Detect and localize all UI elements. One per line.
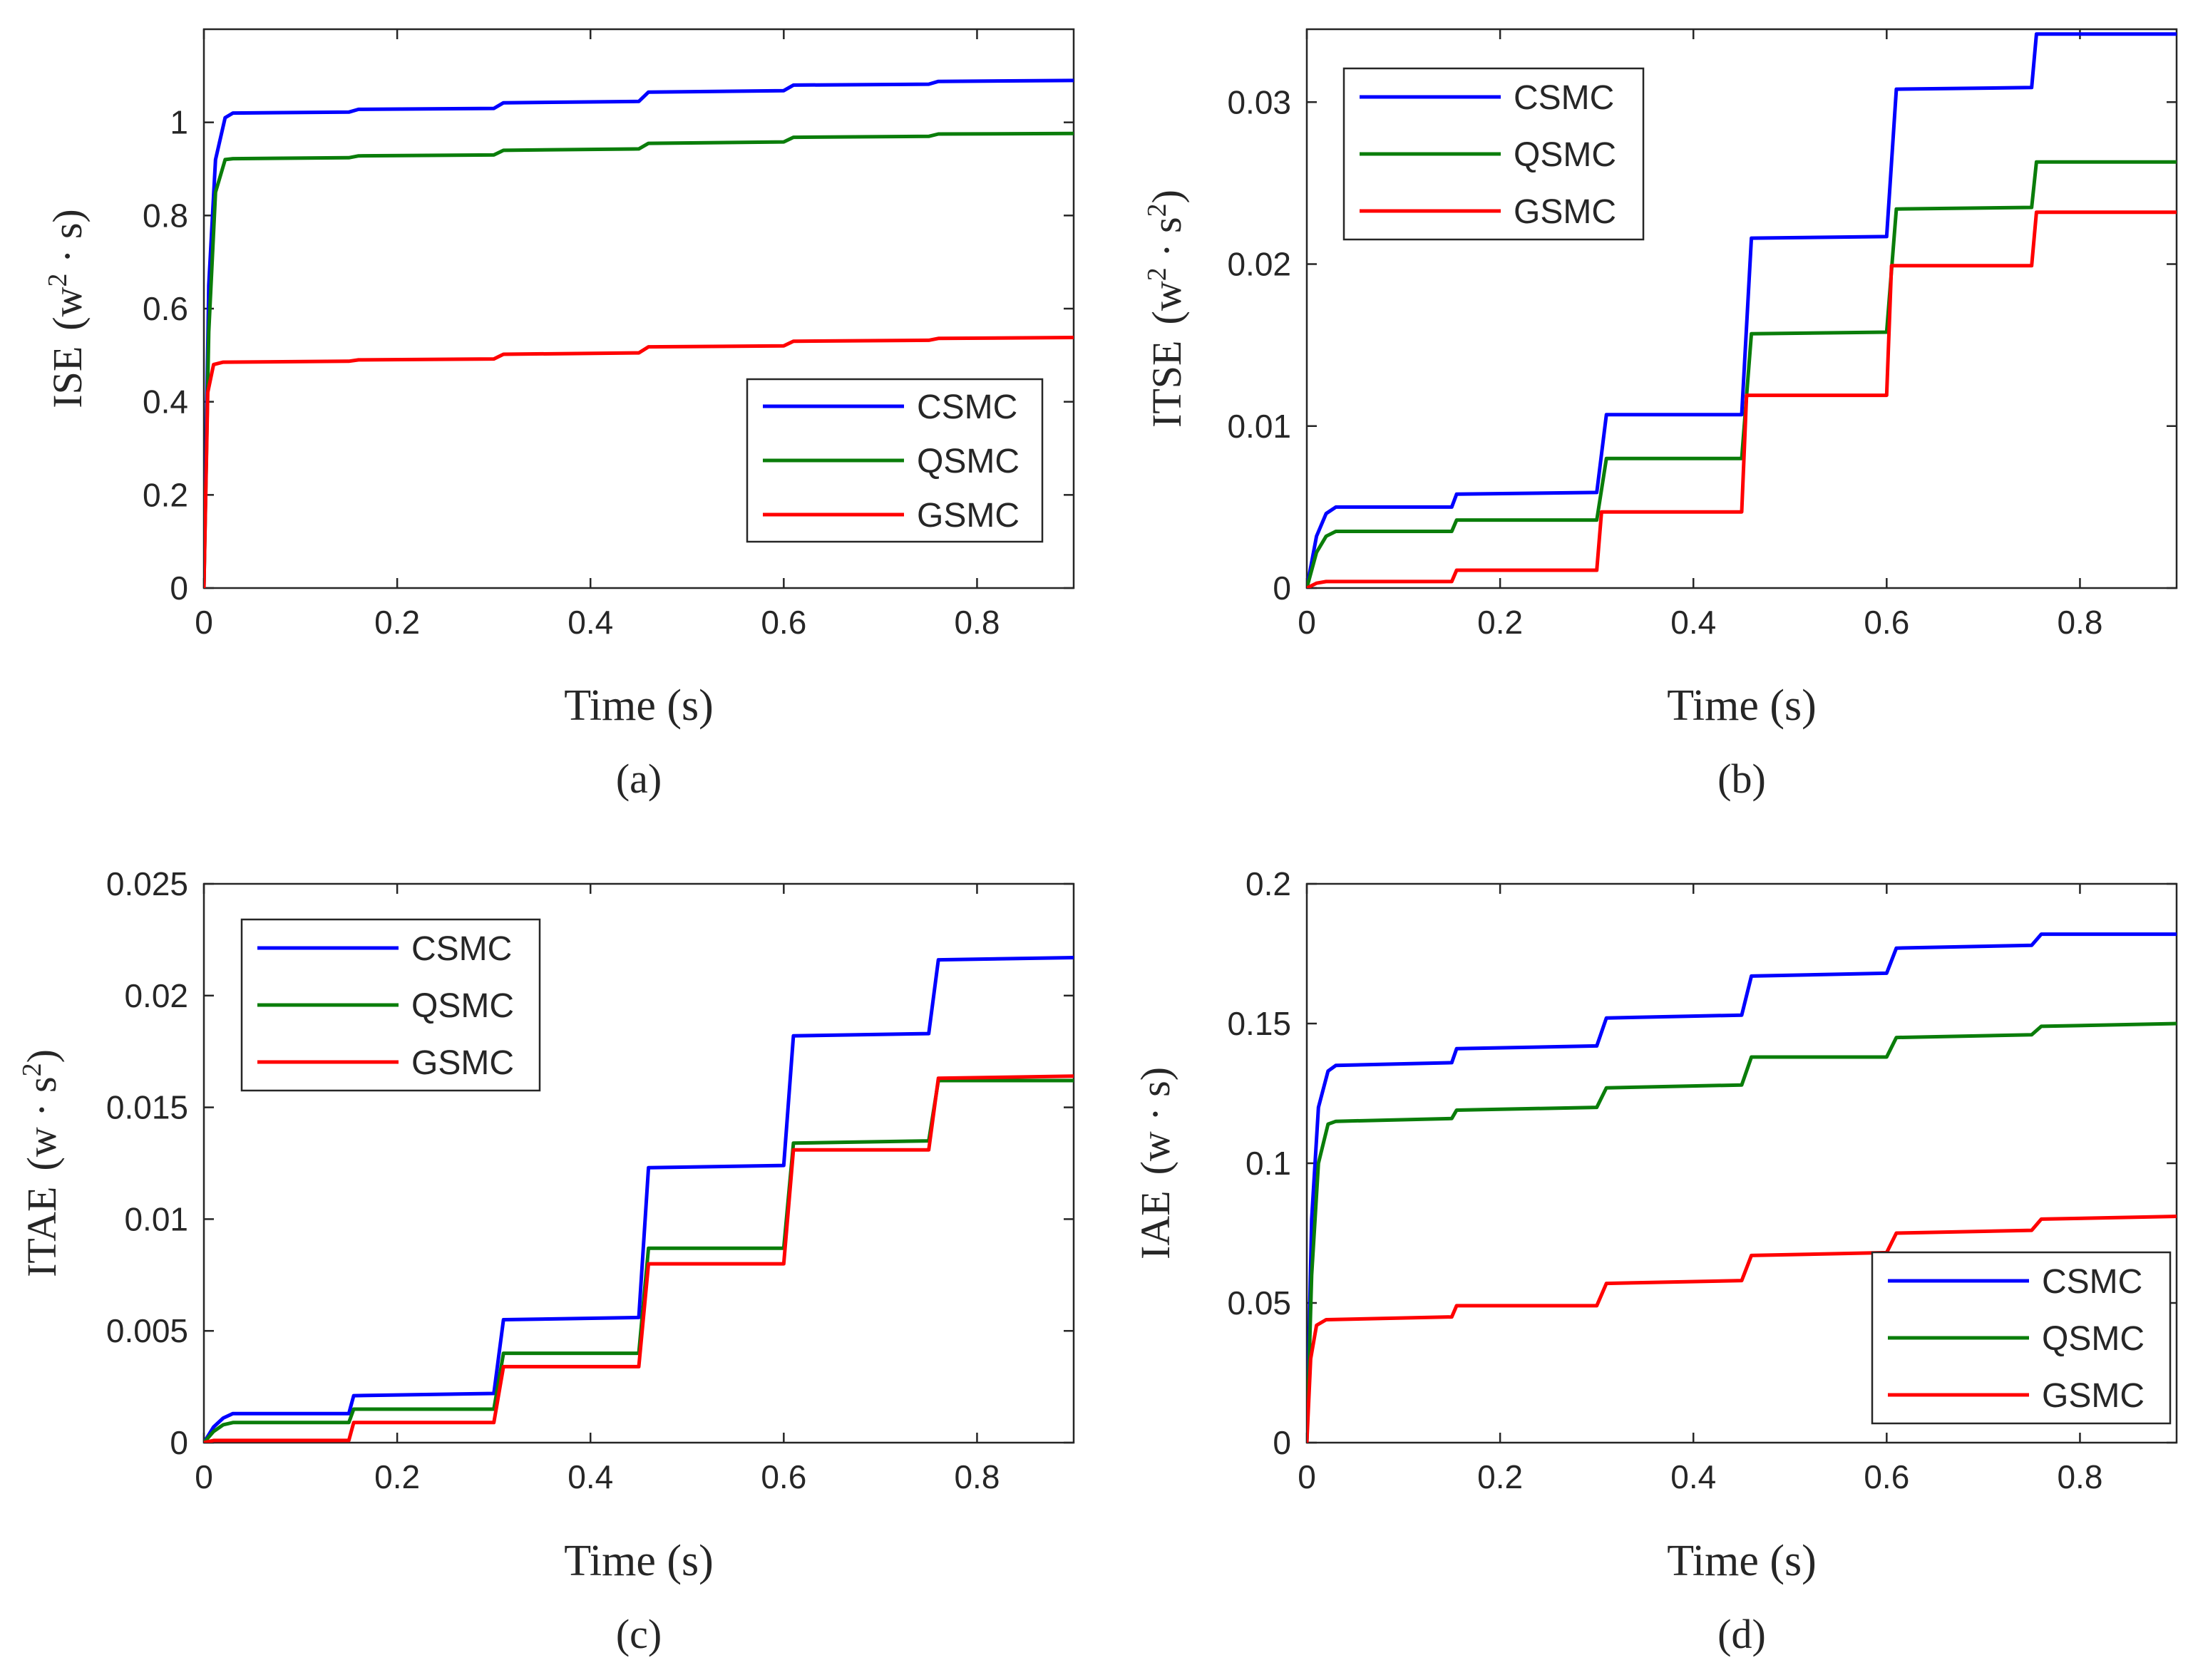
y-tick-label: 0 [170,570,188,607]
series-line-qsmc [1307,1021,2177,1443]
y-tick-label: 0.2 [143,476,188,513]
x-tick-label: 0.8 [954,604,1000,641]
x-axis-label: Time (s) [564,1537,714,1585]
y-tick-label: 0.15 [1227,1005,1291,1042]
series-line-csmc [1307,932,2177,1443]
y-tick-label: 0.005 [106,1312,188,1349]
x-tick-label: 0.6 [1864,604,1909,641]
legend-label-gsmc: GSMC [1514,193,1616,231]
legend-label-gsmc: GSMC [2042,1377,2145,1415]
series-line-csmc [204,956,1074,1443]
x-axis-label: Time (s) [1667,681,1817,730]
x-tick-label: 0.2 [374,1458,420,1495]
x-tick-label: 0 [1298,1458,1316,1495]
x-tick-label: 0.6 [761,1458,806,1495]
y-tick-label: 0.4 [143,383,188,421]
x-axis-label: Time (s) [1667,1537,1817,1585]
legend-label-csmc: CSMC [2042,1263,2142,1301]
y-tick-label: 0.2 [1246,865,1291,902]
x-tick-label: 0 [1298,604,1316,641]
y-axis-label: ITSE(w2 · s2) [1142,190,1190,428]
y-axis-label: IAE(w · s) [1132,1067,1178,1259]
series-line-gsmc [1307,1215,2177,1443]
y-tick-label: 0.1 [1246,1145,1291,1182]
series-line-gsmc [204,336,1074,588]
series-line-qsmc [1307,160,2177,588]
panel-caption: (b) [1717,756,1766,802]
y-tick-label: 0.05 [1227,1284,1291,1321]
panel-caption: (d) [1717,1611,1766,1657]
y-tick-label: 0.01 [124,1200,188,1237]
legend-label-qsmc: QSMC [411,987,514,1025]
chart-panel-c: 0 0.2 0.4 0.6 0.8 0 0.005 0.01 0.015 0.02 0.025 CSM… [17,865,1075,1657]
chart-panel-b: 0 0.2 0.4 0.6 0.8 0 0.01 0.02 0.03 CSMC QSMC GSMC Ti… [1142,28,2178,802]
x-tick-label: 0.2 [1477,604,1523,641]
legend-label-csmc: CSMC [917,388,1017,426]
legend-label-qsmc: QSMC [917,443,1020,480]
y-tick-label: 0.8 [143,197,188,234]
series-line-gsmc [204,1074,1074,1443]
series-line-csmc [1307,32,2177,588]
series-line-csmc [204,78,1074,588]
x-axis-label: Time (s) [564,681,714,730]
y-tick-label: 0.02 [1227,246,1291,283]
chart-panel-a: 0 0.2 0.4 0.6 0.8 0 0.2 0.4 0.6 0.8 1 CSMC QSMC GSMC T… [43,28,1075,802]
y-tick-label: 0.6 [143,290,188,327]
y-tick-label: 0 [1273,1424,1291,1461]
legend-label-gsmc: GSMC [917,497,1020,535]
legend-label-qsmc: QSMC [2042,1320,2145,1358]
x-tick-label: 0.6 [761,604,806,641]
x-tick-label: 0.2 [374,604,420,641]
x-tick-label: 0.4 [567,604,613,641]
y-tick-label: 0 [1273,570,1291,607]
x-tick-label: 0 [195,604,213,641]
x-tick-label: 0.8 [2057,1458,2102,1495]
y-tick-label: 1 [170,104,188,141]
x-tick-label: 0.4 [1670,604,1716,641]
x-tick-label: 0 [195,1458,213,1495]
legend-label-qsmc: QSMC [1514,136,1616,174]
y-axis-label: ITAE(w · s2) [17,1049,65,1277]
y-tick-label: 0.01 [1227,408,1291,445]
x-tick-label: 0.4 [1670,1458,1716,1495]
chart-panel-d: 0 0.2 0.4 0.6 0.8 0 0.05 0.1 0.15 0.2 CSMC QSMC GSMC… [1132,865,2178,1657]
x-tick-label: 0.8 [954,1458,1000,1495]
panel-caption: (a) [616,756,662,802]
panel-caption: (c) [616,1611,662,1657]
legend-label-csmc: CSMC [1514,79,1614,117]
legend-label-gsmc: GSMC [411,1044,514,1082]
x-tick-label: 0.4 [567,1458,613,1495]
y-tick-label: 0.025 [106,865,188,902]
x-tick-label: 0.6 [1864,1458,1909,1495]
series-line-gsmc [1307,210,2177,588]
y-tick-label: 0.015 [106,1089,188,1126]
x-tick-label: 0.2 [1477,1458,1523,1495]
y-tick-label: 0.03 [1227,83,1291,120]
series-line-qsmc [204,1078,1074,1443]
y-tick-label: 0.02 [124,977,188,1014]
x-tick-label: 0.8 [2057,604,2102,641]
series-line-qsmc [204,131,1074,588]
y-tick-label: 0 [170,1424,188,1461]
y-axis-label: ISE(w2 · s) [43,209,91,408]
legend-label-csmc: CSMC [411,930,512,968]
